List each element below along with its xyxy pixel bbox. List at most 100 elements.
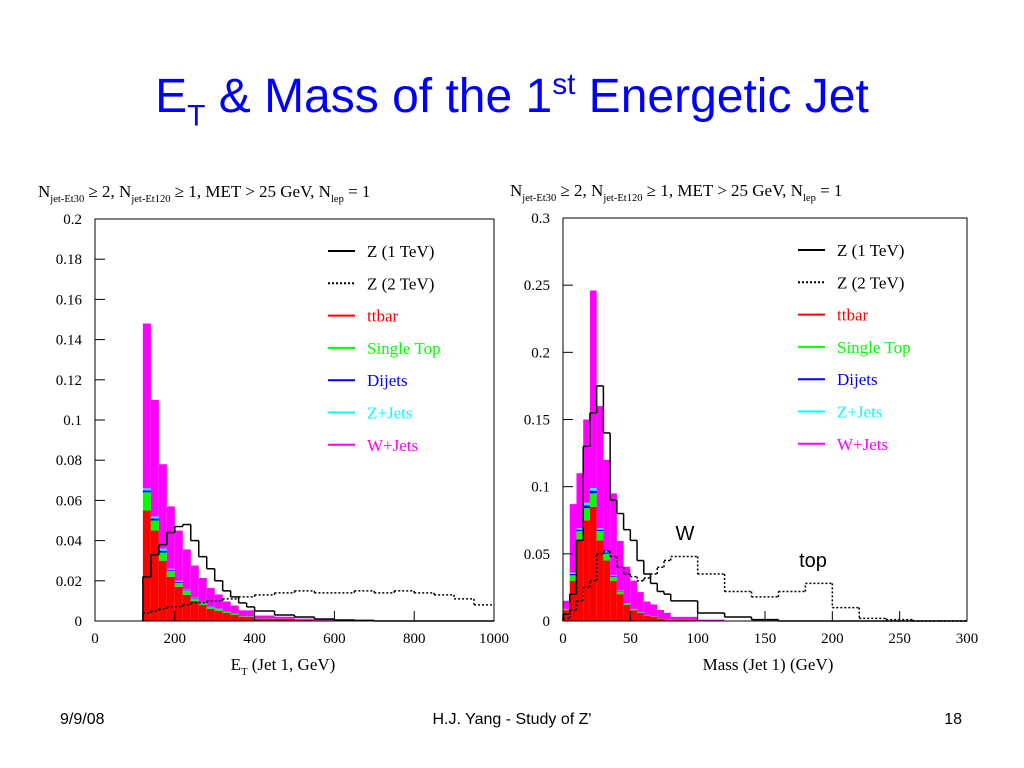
histogram-bar — [166, 570, 175, 577]
legend-label: W+Jets — [367, 436, 418, 455]
x-tick-label: 1000 — [479, 631, 509, 647]
histogram-bar — [142, 323, 151, 489]
x-axis-label-part: (Jet 1, GeV) — [248, 655, 336, 674]
histogram-bar — [569, 580, 577, 621]
x-tick-label: 200 — [164, 631, 187, 647]
histogram-bar — [650, 604, 658, 617]
histogram-bar — [610, 580, 617, 621]
histogram-bar — [174, 582, 183, 587]
histogram-bar — [616, 594, 624, 621]
chart-title: Njet-Et30 ≥ 2, Njet-Et120 ≥ 1, MET > 25 … — [510, 181, 842, 204]
histogram-bar — [198, 577, 207, 603]
x-tick-label: 300 — [956, 631, 979, 647]
legend-label: Single Top — [367, 339, 441, 358]
histogram-bar — [583, 508, 590, 521]
histogram-bar — [569, 504, 577, 573]
histogram-bar — [142, 490, 151, 493]
histogram-bar — [214, 608, 223, 611]
x-axis-label-part: T — [241, 667, 248, 678]
slide-title-part: E — [155, 70, 187, 123]
histogram-bar — [230, 613, 239, 615]
histogram-bar — [158, 552, 167, 561]
y-tick-label: 0.04 — [56, 534, 83, 550]
x-tick-label: 100 — [686, 631, 709, 647]
histogram-bar — [238, 610, 247, 617]
legend-label: ttbar — [837, 306, 868, 325]
y-tick-label: 0.2 — [531, 345, 550, 361]
histogram-bar — [190, 597, 199, 599]
slide-title-part: st — [552, 68, 576, 101]
slide-title-part: Energetic Jet — [575, 70, 868, 123]
histogram-bar — [214, 610, 223, 621]
histogram-bar — [246, 616, 255, 617]
chart-title-part: jet-Et120 — [130, 194, 170, 205]
x-tick-label: 200 — [821, 631, 844, 647]
histogram-bar — [569, 573, 577, 576]
y-tick-label: 0.16 — [56, 292, 83, 308]
y-tick-label: 0.05 — [524, 547, 550, 563]
histogram-bar — [142, 492, 151, 511]
slide-title-part: T — [187, 99, 205, 132]
histogram-bar — [589, 290, 597, 489]
histogram-bar — [190, 600, 199, 621]
y-tick-label: 0.06 — [56, 493, 83, 509]
histogram-bar — [158, 548, 167, 551]
histogram-bar — [166, 569, 175, 571]
histogram-bar — [214, 594, 223, 609]
histogram-bar — [142, 488, 151, 491]
histogram-bar — [637, 592, 644, 613]
histogram-bar — [206, 608, 215, 621]
x-axis-label: Mass (Jet 1) (GeV) — [703, 655, 834, 674]
histogram-bar — [610, 576, 617, 581]
chart-title-part: ≥ 1, MET > 25 GeV, N — [171, 182, 331, 201]
legend-label: Single Top — [837, 338, 911, 357]
histogram-bar — [294, 618, 315, 620]
y-tick-label: 0.15 — [524, 413, 550, 429]
histogram-bar — [198, 604, 207, 621]
chart-title-part: ≥ 1, MET > 25 GeV, N — [643, 181, 803, 200]
histogram-bar — [657, 609, 664, 619]
histogram-bar — [637, 612, 644, 621]
histogram-bar — [589, 506, 597, 621]
histogram-bar — [158, 464, 167, 549]
histogram-bar — [623, 566, 631, 603]
histogram-bar — [238, 616, 247, 621]
histogram-bar — [182, 549, 191, 590]
y-tick-label: 0.12 — [56, 373, 82, 389]
histogram-bar — [697, 619, 725, 621]
legend-label: W+Jets — [837, 435, 888, 454]
histogram-bar — [657, 618, 664, 621]
histogram-bar — [166, 568, 175, 570]
histogram-bar — [583, 419, 590, 503]
y-tick-label: 0.14 — [56, 333, 83, 349]
histogram-bar — [589, 493, 597, 507]
legend-label: Z+Jets — [837, 403, 882, 422]
histogram-bar — [670, 616, 698, 620]
chart-title-part: = 1 — [344, 182, 371, 201]
histogram-bar — [596, 540, 604, 621]
x-tick-label: 0 — [91, 631, 99, 647]
histogram-bar — [670, 619, 698, 621]
x-tick-label: 600 — [323, 631, 346, 647]
histogram-bar — [222, 601, 231, 612]
histogram-bar — [294, 619, 315, 621]
footer-center: H.J. Yang - Study of Z' — [433, 711, 592, 728]
x-tick-label: 800 — [403, 631, 426, 647]
x-tick-label: 0 — [559, 631, 567, 647]
legend-label: Z (2 TeV) — [367, 274, 434, 293]
histogram-bar — [643, 615, 651, 621]
histogram-bar — [576, 528, 584, 530]
legend-label: Dijets — [367, 371, 408, 390]
legend-label: Z (2 TeV) — [837, 273, 904, 292]
histogram-bar — [174, 530, 183, 581]
histogram-bar — [230, 614, 239, 621]
x-tick-label: 50 — [623, 631, 638, 647]
histogram-bar — [643, 614, 651, 616]
y-tick-label: 0 — [543, 614, 551, 630]
histogram-bar — [182, 590, 191, 595]
histogram-bar — [246, 610, 255, 617]
histogram-bar — [603, 553, 611, 561]
y-tick-label: 0.3 — [531, 211, 550, 227]
